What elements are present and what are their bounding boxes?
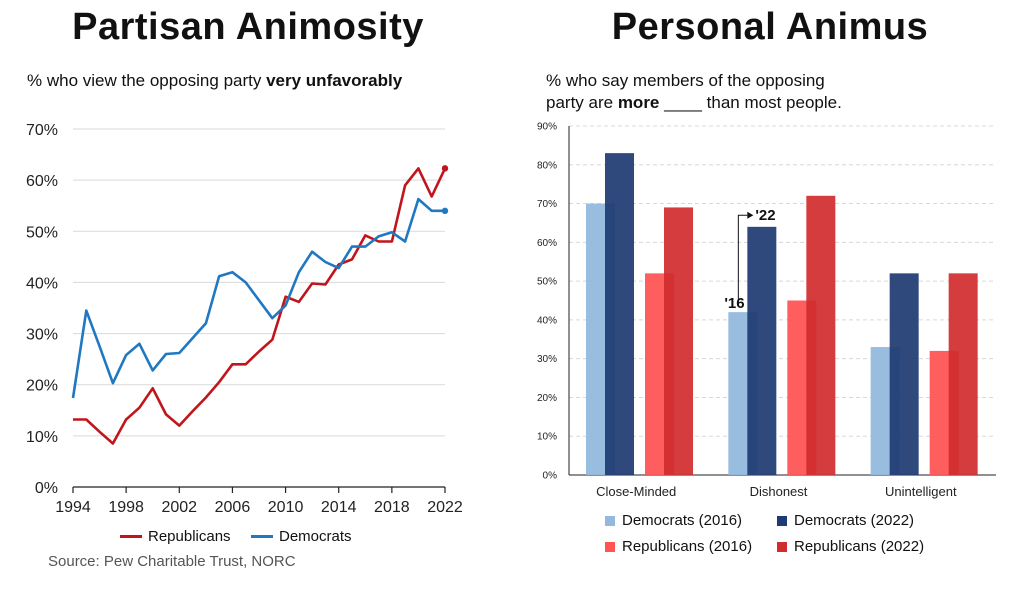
x-category-label: Close-Minded <box>596 484 676 499</box>
right-chart-title: Personal Animus <box>611 6 929 48</box>
bar-dem2022 <box>889 273 919 475</box>
annotation-arrowhead <box>747 211 754 219</box>
y-tick-label: 80% <box>537 160 557 171</box>
legend-item-republicans: Republicans <box>120 528 231 545</box>
bar-rep2022 <box>664 207 693 475</box>
y-tick-label: 90% <box>537 122 557 133</box>
y-tick-label: 40% <box>537 315 557 326</box>
y-tick-label: 20% <box>26 378 58 395</box>
legend-item-dem2022: Democrats (2022) <box>777 512 914 529</box>
republicans-series-line <box>73 167 447 445</box>
left-subtitle-bold: very unfavorably <box>266 71 403 90</box>
partisan-animosity-line-chart: 0% 10% 20% 30% 40% 50% 60% 70% 1994 1998 2002 2006 2… <box>26 122 463 516</box>
dem2016-swatch <box>605 515 615 526</box>
y-tick-label: 30% <box>26 327 58 344</box>
left-subtitle-text: % who view the opposing party <box>27 71 267 90</box>
x-category-label: Dishonest <box>750 484 808 499</box>
x-tick-label: 2022 <box>427 499 463 516</box>
y-tick-label: 70% <box>26 122 58 139</box>
annotation-label-16: '16 <box>724 295 744 312</box>
y-tick-label: 40% <box>26 275 58 292</box>
right-subtitle-line2: party are more ____ than most people. <box>546 92 966 114</box>
bar-dem2022 <box>747 226 777 475</box>
right-subtitle-bold: more <box>617 93 660 112</box>
y-tick-label: 10% <box>26 429 58 446</box>
left-chart-subtitle: % who view the opposing party very unfav… <box>27 70 427 92</box>
dem2022-swatch <box>777 515 787 526</box>
y-tick-label: 60% <box>26 173 58 190</box>
annotation-label-22: '22 <box>755 207 775 224</box>
x-tick-label: 1998 <box>108 499 144 516</box>
legend-label-dem2022: Democrats (2022) <box>794 512 915 529</box>
legend-label-democrats: Democrats <box>279 528 352 545</box>
y-tick-label: 20% <box>537 393 557 404</box>
y-tick-label: 0% <box>543 471 558 482</box>
bar-rep2022 <box>948 273 978 475</box>
legend-item-rep2022: Republicans (2022) <box>777 538 924 555</box>
x-tick-label: 2006 <box>215 499 251 516</box>
right-subtitle-post: than most people. <box>701 93 842 112</box>
legend-label-dem2016: Democrats (2016) <box>622 512 743 529</box>
y-tick-label: 10% <box>537 432 557 443</box>
legend-label-rep2016: Republicans (2016) <box>622 538 753 555</box>
rep2022-swatch <box>777 541 787 552</box>
right-subtitle-blank: ____ <box>664 93 702 112</box>
source-note: Source: Pew Charitable Trust, NORC <box>48 553 296 570</box>
right-chart-subtitle: % who say members of the opposing party … <box>546 70 966 114</box>
legend-item-dem2016: Democrats (2016) <box>605 512 742 529</box>
republicans-swatch <box>120 535 142 538</box>
bar-dem2022 <box>605 153 634 475</box>
x-category-label: Unintelligent <box>885 484 957 499</box>
legend-item-rep2016: Republicans (2016) <box>605 538 752 555</box>
y-tick-label: 60% <box>537 238 557 249</box>
bar-rep2022 <box>806 195 836 476</box>
republicans-end-point <box>441 165 449 172</box>
y-tick-label: 50% <box>26 224 58 241</box>
right-subtitle-pre: party are <box>546 93 618 112</box>
left-chart-title: Partisan Animosity <box>72 6 424 48</box>
legend-item-democrats: Democrats <box>251 528 352 545</box>
x-tick-label: 2002 <box>161 499 197 516</box>
legend-label-rep2022: Republicans (2022) <box>794 538 925 555</box>
y-tick-label: 50% <box>537 277 557 288</box>
rep2016-swatch <box>605 541 615 552</box>
democrats-swatch <box>251 535 273 538</box>
democrats-end-point <box>441 207 449 215</box>
y-tick-label: 0% <box>35 480 58 497</box>
democrats-series-line <box>71 197 445 399</box>
x-tick-label: 2018 <box>374 499 410 516</box>
x-tick-label: 2014 <box>321 499 357 516</box>
x-tick-label: 2010 <box>268 499 304 516</box>
x-tick-label: 1994 <box>55 499 91 516</box>
legend-label-republicans: Republicans <box>148 528 231 545</box>
y-tick-label: 70% <box>537 199 557 210</box>
right-subtitle-line1: % who say members of the opposing <box>546 71 825 90</box>
y-tick-label: 30% <box>537 354 557 365</box>
annotation-arrow <box>737 214 748 303</box>
